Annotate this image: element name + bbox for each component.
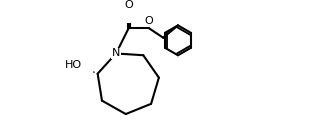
Text: N: N <box>112 48 120 59</box>
Text: O: O <box>145 16 154 26</box>
Text: HO: HO <box>65 60 82 70</box>
Text: O: O <box>124 0 133 10</box>
